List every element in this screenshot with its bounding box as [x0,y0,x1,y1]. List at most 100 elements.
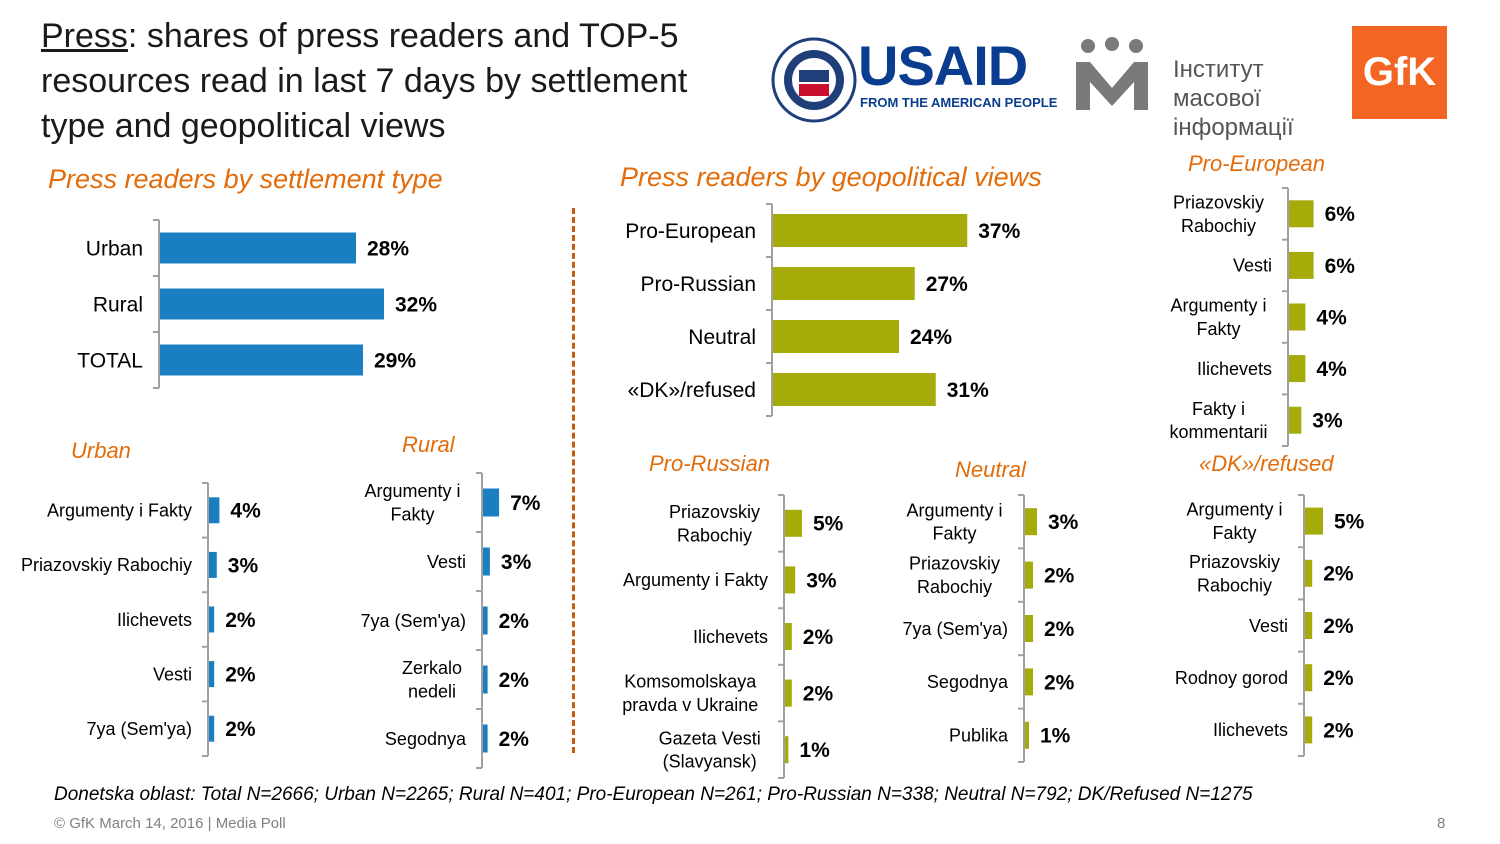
dk_refused-bar [1305,612,1313,639]
pro_russian-category-label: Argumenty i Fakty [623,570,768,590]
imi-line-2: інформації [1173,114,1294,141]
pro_european-chart: 6% Priazovskiy Rabochiy 6% Vesti 4% Argumenty … [1170,187,1356,447]
geopolitical-category-label: Pro-Russian [640,273,756,296]
dk_refused-bar [1305,559,1313,587]
neutral-category-label: Publika [949,726,1009,746]
geopolitical-category-label: Pro-European [625,220,756,243]
dk_refused-category-label: Ilichevets [1213,720,1288,740]
usaid-seal-icon [771,37,857,123]
geopolitical-bar [773,373,936,406]
neutral-chart: 3% Argumenty i Fakty 2% Priazovskiy Rabochiy 2… [903,494,1079,763]
geopolitical-chart: 37% Pro-European 27% Pro-Russian 24% Neutral 3… [625,203,1021,417]
neutral-category-label: 7ya (Sem'ya) [903,619,1008,639]
geopolitical-category-label: Neutral [688,326,756,349]
dk_refused-value-label: 2% [1323,667,1354,690]
pro_russian-bar [785,679,792,707]
urban-bar [209,661,215,688]
usaid-logo-text: USAID [858,34,1028,97]
urban-bar [209,497,220,524]
pro_european-category-label: Ilichevets [1197,359,1272,379]
pro_russian-category-label: Priazovskiy Rabochiy [669,502,760,545]
rural-value-label: 2% [499,669,530,692]
rural-value-label: 2% [499,610,530,633]
dk_refused-category-label: Vesti [1249,616,1288,636]
pro_european-bar [1289,251,1314,279]
imi-logo-text: Інститут масової інформації [1173,55,1353,142]
dk_refused-chart: 5% Argumenty i Fakty 2% Priazovskiy Rabochiy 2… [1175,494,1365,757]
neutral-value-label: 1% [1040,725,1071,748]
urban-category-label: Argumenty i Fakty [47,501,192,521]
pro_russian-value-label: 5% [813,513,844,536]
rural-category-label: Argumenty i Fakty [365,481,461,524]
dk_refused-bar [1305,716,1313,744]
footer-copyright: © GfK March 14, 2016 | Media Poll [54,815,286,832]
rural-category-label: Vesti [427,552,466,572]
pro_european-bar [1289,303,1306,331]
pro_russian-bar [785,736,789,764]
pro_russian-category-label: Gazeta Vesti (Slavyansk) [659,728,761,771]
dk_refused-value-label: 2% [1323,563,1354,586]
rural-chart-title: Rural [402,432,455,457]
gfk-logo: GfK [1352,26,1447,119]
neutral-chart-title: Neutral [955,457,1026,482]
neutral-bar [1025,508,1037,536]
neutral-value-label: 3% [1048,511,1079,534]
rural-bar [483,606,488,635]
settlement-category-label: Urban [86,237,143,260]
page-number: 8 [1437,815,1446,832]
geopolitical-bar [773,267,915,300]
page-title: Press: shares of press readers and TOP-5… [41,14,761,149]
pro_russian-value-label: 3% [806,569,837,592]
usaid-logo: USAID [858,34,1028,97]
neutral-category-label: Priazovskiy Rabochiy [909,554,1000,597]
pro_russian-value-label: 2% [803,682,834,705]
settlement-bar [160,288,384,320]
pro_russian-category-label: Komsomolskaya pravda v Ukraine [622,672,758,715]
settlement-value-label: 29% [374,349,416,372]
pro_russian-bar [785,509,802,537]
urban-chart: 4% Argumenty i Fakty 3% Priazovskiy Rabochi… [21,482,261,757]
dk_refused-value-label: 2% [1323,615,1354,638]
urban-value-label: 3% [228,554,259,577]
urban-value-label: 2% [225,663,256,686]
pro_european-value-label: 4% [1316,358,1347,381]
dk_refused-bar [1305,507,1323,535]
settlement-chart-title: Press readers by settlement type [48,164,443,194]
dk_refused-category-label: Argumenty i Fakty [1187,500,1283,543]
urban-category-label: Ilichevets [117,610,192,630]
settlement-value-label: 28% [367,237,409,260]
pro-russian-chart-title: Pro-Russian [649,451,771,476]
geopolitical-bar [773,320,899,353]
urban-value-label: 2% [225,718,256,741]
pro_european-category-label: Argumenty i Fakty [1171,296,1267,339]
geopolitical-value-label: 37% [978,220,1020,243]
urban-bar [209,606,215,633]
pro_european-value-label: 6% [1325,255,1356,278]
dk_refused-category-label: Rodnoy gorod [1175,668,1288,688]
section-divider [572,208,575,753]
neutral-category-label: Segodnya [927,672,1009,692]
geopolitical-value-label: 31% [947,379,989,402]
imi-line-1: Інститут масової [1173,56,1264,112]
rural-value-label: 2% [499,728,530,751]
dk-refused-chart-title: «DK»/refused [1199,451,1334,476]
rural-category-label: Segodnya [385,729,467,749]
urban-category-label: Priazovskiy Rabochiy [21,555,192,575]
imi-logo-icon [1076,37,1148,110]
pro_european-category-label: Fakty i kommentarii [1170,399,1268,442]
neutral-bar [1025,561,1033,589]
geopolitical-value-label: 27% [926,273,968,296]
rural-value-label: 3% [501,551,532,574]
dk_refused-value-label: 2% [1323,719,1354,742]
rural-bar [483,488,500,517]
urban-chart-title: Urban [71,438,131,463]
settlement-value-label: 32% [395,293,437,316]
pro_russian-chart: 5% Priazovskiy Rabochiy 3% Argumenty i Fakty… [622,494,844,779]
pro-european-chart-title: Pro-European [1188,151,1325,176]
settlement-category-label: TOTAL [77,349,143,372]
geopolitical-category-label: «DK»/refused [628,379,756,402]
settlement-category-label: Rural [93,293,143,316]
footnote: Donetska oblast: Total N=2666; Urban N=2… [54,784,1253,805]
rural-category-label: Zerkalo nedeli [402,658,462,701]
